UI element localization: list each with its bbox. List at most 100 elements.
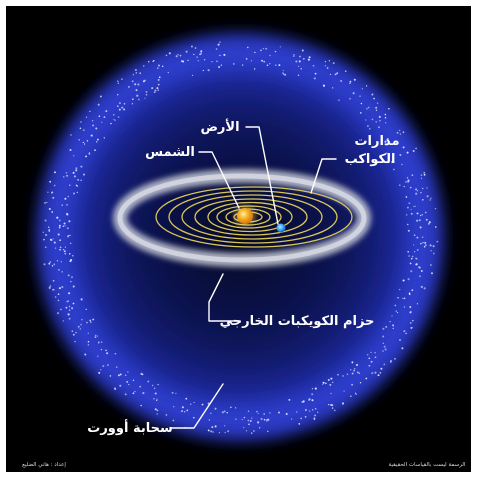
oort-dot xyxy=(64,225,66,227)
oort-dot xyxy=(232,62,235,65)
oort-dot xyxy=(179,54,182,57)
oort-dot xyxy=(407,179,410,182)
oort-dot xyxy=(135,72,138,74)
oort-dot xyxy=(384,116,387,119)
oort-dot xyxy=(365,119,367,121)
oort-dot xyxy=(112,113,115,116)
oort-dot xyxy=(114,119,116,121)
oort-dot xyxy=(300,417,302,420)
orbit xyxy=(194,198,308,236)
oort-dot xyxy=(144,97,146,99)
oort-dot xyxy=(263,413,266,415)
oort-dot xyxy=(175,392,177,395)
oort-dot xyxy=(62,176,65,178)
oort-dot xyxy=(62,225,65,227)
oort-dot xyxy=(53,263,56,266)
oort-dot xyxy=(132,392,135,395)
oort-dot xyxy=(304,409,307,411)
oort-dot xyxy=(406,214,408,216)
oort-dot xyxy=(223,410,226,413)
oort-dot xyxy=(191,74,194,77)
oort-dot xyxy=(62,320,64,322)
oort-dot xyxy=(54,171,56,174)
oort-dot xyxy=(157,67,159,69)
oort-dot xyxy=(118,374,120,377)
kuiper-belt-label: حزام الكويكبات الخارجي xyxy=(220,314,375,329)
oort-dot xyxy=(337,373,339,376)
oort-dot xyxy=(45,233,48,237)
oort-dot xyxy=(416,258,418,260)
oort-dot xyxy=(396,311,399,314)
oort-dot xyxy=(261,59,264,62)
oort-dot xyxy=(67,274,70,277)
oort-dot xyxy=(61,204,63,206)
oort-dot xyxy=(72,171,75,174)
kuiper-leader-line xyxy=(208,273,241,322)
oort-dot xyxy=(425,218,428,221)
oort-dot xyxy=(59,239,61,242)
oort-dot xyxy=(412,320,414,322)
oort-dot xyxy=(118,102,121,105)
oort-dot xyxy=(207,429,210,432)
oort-dot xyxy=(227,430,230,433)
oort-dot xyxy=(403,185,405,188)
oort-dot xyxy=(151,384,154,387)
oort-dot xyxy=(183,410,186,413)
oort-dot xyxy=(89,110,91,113)
oort-dot xyxy=(384,113,387,116)
oort-dot xyxy=(69,234,71,237)
oort-dot xyxy=(423,287,426,290)
planet-orbits-label-line1: مدارات xyxy=(354,134,399,149)
oort-dot xyxy=(317,411,319,413)
oort-dot xyxy=(230,406,232,409)
oort-dot xyxy=(219,41,221,43)
oort-dot xyxy=(322,381,325,384)
oort-dot xyxy=(186,409,189,412)
oort-dot xyxy=(393,168,395,171)
oort-dot xyxy=(72,333,75,336)
oort-dot xyxy=(52,279,55,282)
oort-dot xyxy=(81,319,83,321)
oort-dot xyxy=(253,68,256,70)
oort-dot xyxy=(295,411,298,413)
oort-dot xyxy=(58,226,61,229)
oort-dot xyxy=(245,430,248,432)
oort-dot xyxy=(375,121,377,123)
oort-cloud-dots xyxy=(42,41,439,434)
oort-dot xyxy=(308,410,311,412)
oort-dot xyxy=(190,45,193,48)
oort-dot xyxy=(351,372,354,375)
oort-dot xyxy=(327,378,330,382)
oort-dot xyxy=(51,265,54,267)
oort-dot xyxy=(375,109,378,111)
oort-dot xyxy=(97,103,100,106)
oort-dot xyxy=(56,216,59,219)
oort-dot xyxy=(87,340,90,343)
oort-dot xyxy=(342,375,344,377)
oort-dot xyxy=(132,73,135,76)
oort-dot xyxy=(117,80,119,82)
oort-dot xyxy=(311,393,314,396)
oort-dot xyxy=(208,419,211,421)
oort-dot xyxy=(293,54,295,56)
oort-dot xyxy=(330,404,333,406)
oort-dot xyxy=(418,275,421,278)
oort-dot xyxy=(57,233,60,236)
oort-dot xyxy=(349,80,352,83)
oort-dot xyxy=(250,432,253,434)
oort-dot xyxy=(224,431,226,434)
oort-dot xyxy=(241,64,244,66)
oort-dot xyxy=(90,134,93,137)
oort-dot xyxy=(119,384,122,387)
oort-dot xyxy=(217,43,220,46)
oort-dot xyxy=(258,427,261,429)
oort-dot xyxy=(64,197,67,200)
oort-dot xyxy=(383,345,386,348)
oort-dot xyxy=(52,196,55,199)
oort-dot xyxy=(399,339,401,341)
oort-dot xyxy=(420,285,423,288)
oort-dot xyxy=(427,222,430,225)
oort-dot xyxy=(53,289,55,291)
oort-dot xyxy=(218,66,221,68)
oort-dot xyxy=(385,325,388,328)
